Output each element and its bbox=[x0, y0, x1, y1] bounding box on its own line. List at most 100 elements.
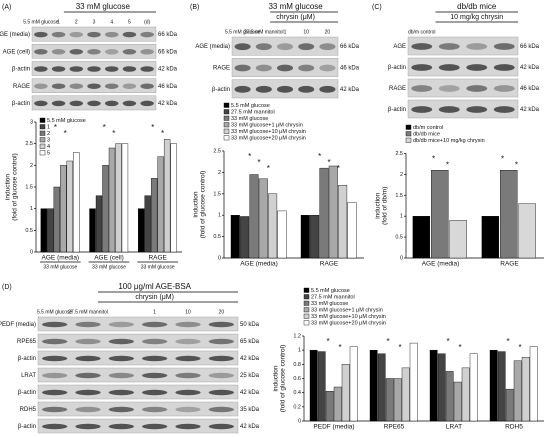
blot-band bbox=[140, 49, 154, 55]
legend-label: 33 mM glucose+1 μM chrysin bbox=[231, 122, 303, 128]
row-label: β-actin bbox=[18, 424, 36, 430]
blot-band bbox=[69, 31, 84, 38]
blot-band bbox=[42, 338, 68, 345]
y-tick-label: 0.5 bbox=[25, 228, 33, 234]
bar bbox=[349, 346, 358, 422]
blot-band bbox=[493, 64, 515, 71]
bar bbox=[47, 208, 54, 253]
blot-band bbox=[140, 66, 154, 72]
kda-label: 42 kDa bbox=[340, 87, 360, 93]
significance-mark: * bbox=[337, 164, 340, 173]
blot-band bbox=[493, 85, 515, 92]
blot-band bbox=[69, 49, 84, 55]
significance-mark: * bbox=[506, 337, 509, 346]
legend-label: 33 mM glucose+1 μM chrysin bbox=[311, 307, 383, 313]
lane-label: 27.5 mM mannitol bbox=[68, 309, 108, 315]
legend-swatch bbox=[39, 124, 46, 130]
row-label: β-actin bbox=[388, 107, 406, 113]
significance-mark: * bbox=[54, 123, 57, 132]
blot-band bbox=[34, 49, 48, 55]
blot-band bbox=[276, 43, 294, 51]
y-tick-label: 2.5 bbox=[25, 141, 33, 147]
x-tick-label: RAGE bbox=[500, 261, 519, 268]
kda-label: 25 kDa bbox=[240, 373, 260, 379]
lane-label: 5 bbox=[128, 19, 131, 25]
bar bbox=[60, 165, 67, 253]
blot-band bbox=[122, 31, 137, 38]
x-tick-label: LRAT bbox=[446, 424, 462, 431]
significance-mark: * bbox=[257, 158, 260, 167]
blot-band bbox=[108, 355, 134, 362]
legend-label: db/db mice+10 mg/kg chrysin bbox=[413, 138, 485, 144]
blot-band bbox=[411, 43, 433, 50]
bar bbox=[73, 152, 80, 253]
blot-band bbox=[42, 372, 68, 379]
blot-band bbox=[42, 355, 68, 362]
blot-band bbox=[175, 338, 201, 345]
legend-label: 2 bbox=[47, 131, 50, 137]
significance-mark: * bbox=[103, 123, 106, 132]
legend-label: 3 bbox=[47, 137, 50, 143]
blot-strip bbox=[37, 418, 239, 434]
bar bbox=[150, 178, 158, 253]
y-axis-label: (fold of glucose control) bbox=[200, 171, 207, 239]
blot-band bbox=[255, 43, 272, 51]
bar bbox=[277, 210, 287, 259]
row-label: PEDF (media) bbox=[0, 322, 36, 328]
bar bbox=[115, 143, 122, 253]
row-label: β-actin bbox=[18, 390, 36, 396]
y-tick-label: 1.5 bbox=[25, 184, 33, 190]
legend-swatch bbox=[223, 109, 230, 115]
bar bbox=[513, 360, 522, 422]
kda-label: 42 kDa bbox=[158, 101, 178, 107]
y-tick-label: 0.2 bbox=[293, 404, 301, 410]
legend-label: 4 bbox=[47, 144, 50, 150]
blot-strip bbox=[37, 384, 239, 400]
legend-swatch bbox=[303, 307, 310, 313]
legend-swatch bbox=[405, 137, 412, 143]
kda-label: 66 kDa bbox=[158, 32, 178, 38]
blot-band bbox=[142, 372, 168, 379]
lane-label: 10 bbox=[185, 309, 191, 315]
blot-strip bbox=[37, 350, 239, 366]
blot-band bbox=[51, 31, 66, 38]
bar bbox=[429, 349, 438, 422]
blot-band bbox=[42, 423, 68, 430]
bar bbox=[412, 215, 431, 259]
bar bbox=[95, 195, 103, 253]
lane-label: 5.5 mM glucose bbox=[225, 29, 261, 35]
y-axis-label: induction bbox=[193, 191, 200, 217]
bar bbox=[240, 216, 250, 259]
kda-label: 66 kDa bbox=[158, 49, 178, 55]
bar bbox=[369, 349, 378, 422]
bar bbox=[144, 195, 151, 253]
blot-band bbox=[175, 355, 201, 362]
lane-label: 4 bbox=[110, 19, 113, 25]
blot-band bbox=[122, 66, 137, 72]
blot-band bbox=[140, 83, 154, 89]
bar bbox=[249, 174, 259, 259]
blot-band bbox=[438, 64, 460, 71]
group-label: 33 mM glucose bbox=[92, 264, 126, 270]
y-tick-label: 1 bbox=[400, 214, 403, 220]
y-tick-label: 1.5 bbox=[395, 193, 403, 199]
kda-label: 35 kDa bbox=[240, 407, 260, 413]
blot-band bbox=[466, 106, 488, 113]
y-tick-label: 2 bbox=[400, 172, 403, 178]
blot-band bbox=[75, 338, 101, 345]
blot-band bbox=[438, 85, 460, 92]
blot-band bbox=[208, 423, 234, 430]
group-label: 33 mM glucose bbox=[141, 264, 175, 270]
bar bbox=[163, 139, 171, 253]
bar bbox=[393, 378, 402, 422]
blot-band bbox=[34, 66, 48, 72]
kda-label: 42 kDa bbox=[240, 424, 260, 430]
blot-band bbox=[75, 406, 101, 413]
bar bbox=[310, 214, 320, 259]
blot-band bbox=[34, 83, 48, 89]
legend-label: 5.5 mM glucose bbox=[311, 288, 350, 294]
legend-swatch bbox=[303, 320, 310, 326]
bar bbox=[108, 147, 116, 253]
blot-band bbox=[493, 43, 515, 50]
